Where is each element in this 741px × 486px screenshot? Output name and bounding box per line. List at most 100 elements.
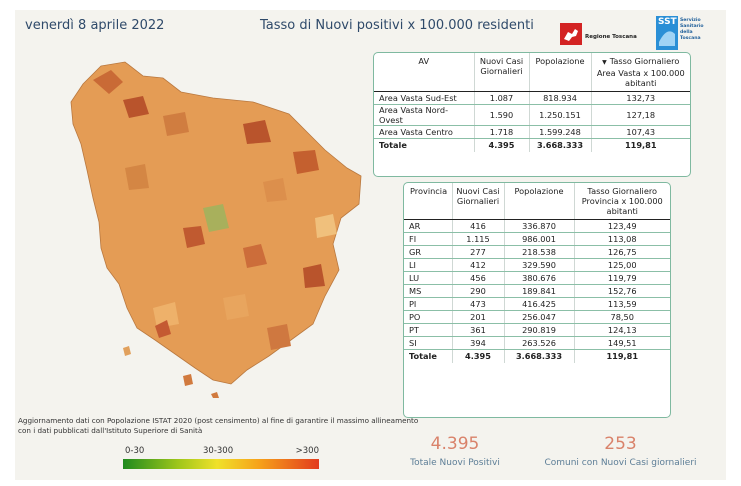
- sst-logo: SST Servizio Sanitario della Toscana: [656, 16, 714, 50]
- prov-rate: 113,08: [573, 232, 670, 246]
- color-legend: 0-30 30-300 >300: [123, 446, 319, 469]
- table-row: Area Vasta Centro 1.718 1.599.248 107,43: [374, 125, 690, 139]
- table-row: PI 473 416.425 113,59: [404, 297, 670, 311]
- table-row: Area Vasta Nord-Ovest 1.590 1.250.151 12…: [374, 104, 690, 126]
- table-row: FI 1.115 986.001 113,08: [404, 232, 670, 246]
- prov-pop: 416.425: [503, 297, 574, 311]
- prov-total-pop: 3.668.333: [503, 349, 574, 363]
- island-shapes: [123, 320, 219, 398]
- prov-total-cases: 4.395: [451, 349, 504, 363]
- prov-name: MS: [404, 284, 452, 298]
- kpi-comuni: 253 Comuni con Nuovi Casi giornalieri: [533, 434, 708, 468]
- col-header-rate: Tasso Giornaliero Provincia x 100.000 ab…: [573, 183, 670, 220]
- av-total-cases: 4.395: [473, 138, 529, 152]
- prov-pop: 256.047: [503, 310, 574, 324]
- prov-cases: 412: [451, 258, 504, 272]
- kpi-total-label: Totale Nuovi Positivi: [410, 458, 500, 468]
- sort-desc-icon[interactable]: ▼: [602, 59, 607, 66]
- sst-emblem-icon: [656, 16, 678, 50]
- col-header-prov: Provincia: [404, 183, 452, 220]
- av-rate: 132,73: [590, 91, 690, 105]
- prov-pop: 263.526: [503, 336, 574, 350]
- prov-name: PT: [404, 323, 452, 337]
- table-row: GR 277 218.538 126,75: [404, 245, 670, 259]
- report-date: venerdì 8 aprile 2022: [25, 18, 165, 33]
- av-pop: 818.934: [528, 91, 591, 105]
- av-total-pop: 3.668.333: [528, 138, 591, 152]
- prov-rate: 123,49: [573, 219, 670, 233]
- table-row: MS 290 189.841 152,76: [404, 284, 670, 298]
- prov-pop: 986.001: [503, 232, 574, 246]
- prov-pop: 336.870: [503, 219, 574, 233]
- table-total-row: Totale 4.395 3.668.333 119,81: [374, 138, 690, 152]
- legend-low-label: 0-30: [125, 446, 145, 456]
- av-rate: 127,18: [590, 104, 690, 126]
- sst-logo-title: SST: [658, 17, 677, 27]
- av-cases: 1.590: [473, 104, 529, 126]
- legend-high-label: >300: [295, 446, 319, 456]
- prov-cases: 456: [451, 271, 504, 285]
- regione-toscana-text: Regione Toscana: [585, 34, 637, 40]
- av-pop: 1.599.248: [528, 125, 591, 139]
- prov-pop: 380.676: [503, 271, 574, 285]
- table-row: LU 456 380.676 119,79: [404, 271, 670, 285]
- prov-name: FI: [404, 232, 452, 246]
- prov-total-name: Totale: [404, 349, 452, 363]
- av-name: Area Vasta Nord-Ovest: [374, 104, 474, 126]
- prov-name: PO: [404, 310, 452, 324]
- av-name: Area Vasta Sud-Est: [374, 91, 474, 105]
- page-title: Tasso di Nuovi positivi x 100.000 reside…: [260, 18, 534, 33]
- av-rate: 107,43: [590, 125, 690, 139]
- prov-rate: 125,00: [573, 258, 670, 272]
- kpi-total-value: 4.395: [430, 434, 480, 454]
- col-header-pop: Popolazione: [503, 183, 574, 220]
- table-total-row: Totale 4.395 3.668.333 119,81: [404, 349, 670, 363]
- table-row: SI 394 263.526 149,51: [404, 336, 670, 350]
- municipality-patches: [93, 70, 337, 350]
- prov-cases: 473: [451, 297, 504, 311]
- prov-cases: 277: [451, 245, 504, 259]
- prov-rate: 113,59: [573, 297, 670, 311]
- kpi-comuni-label: Comuni con Nuovi Casi giornalieri: [544, 458, 697, 468]
- kpi-comuni-value: 253: [604, 434, 637, 454]
- prov-name: SI: [404, 336, 452, 350]
- prov-rate: 124,13: [573, 323, 670, 337]
- prov-total-rate: 119,81: [573, 349, 670, 363]
- av-total-name: Totale: [374, 138, 474, 152]
- table-row: Area Vasta Sud-Est 1.087 818.934 132,73: [374, 91, 690, 105]
- legend-mid-label: 30-300: [203, 446, 234, 456]
- col-header-av: AV: [374, 53, 474, 92]
- prov-cases: 1.115: [451, 232, 504, 246]
- prov-rate: 126,75: [573, 245, 670, 259]
- av-cases: 1.718: [473, 125, 529, 139]
- prov-cases: 361: [451, 323, 504, 337]
- prov-name: PI: [404, 297, 452, 311]
- population-note: Aggiornamento dati con Popolazione ISTAT…: [18, 416, 419, 435]
- table-row: AR 416 336.870 123,49: [404, 219, 670, 233]
- col-header-rate[interactable]: ▼ Tasso Giornaliero Area Vasta x 100.000 …: [590, 53, 690, 92]
- dashboard-canvas: venerdì 8 aprile 2022 Tasso di Nuovi pos…: [15, 10, 726, 480]
- sst-logo-subtitle: Servizio Sanitario della Toscana: [680, 18, 704, 41]
- prov-pop: 189.841: [503, 284, 574, 298]
- table-row: PO 201 256.047 78,50: [404, 310, 670, 324]
- prov-rate: 78,50: [573, 310, 670, 324]
- prov-cases: 201: [451, 310, 504, 324]
- prov-cases: 416: [451, 219, 504, 233]
- prov-pop: 290.819: [503, 323, 574, 337]
- table-row: PT 361 290.819 124,13: [404, 323, 670, 337]
- provincia-table: Provincia Nuovi Casi Giornalieri Popolaz…: [403, 182, 671, 418]
- prov-rate: 119,79: [573, 271, 670, 285]
- prov-rate: 149,51: [573, 336, 670, 350]
- tuscany-choropleth-map[interactable]: [63, 58, 383, 398]
- col-header-pop: Popolazione: [528, 53, 591, 92]
- col-header-cases: Nuovi Casi Giornalieri: [451, 183, 504, 220]
- av-name: Area Vasta Centro: [374, 125, 474, 139]
- av-cases: 1.087: [473, 91, 529, 105]
- prov-name: GR: [404, 245, 452, 259]
- area-vasta-table: AV Nuovi Casi Giornalieri Popolazione ▼ T…: [373, 52, 691, 177]
- col-header-cases: Nuovi Casi Giornalieri: [473, 53, 529, 92]
- prov-rate: 152,76: [573, 284, 670, 298]
- prov-name: LI: [404, 258, 452, 272]
- prov-pop: 329.590: [503, 258, 574, 272]
- prov-cases: 394: [451, 336, 504, 350]
